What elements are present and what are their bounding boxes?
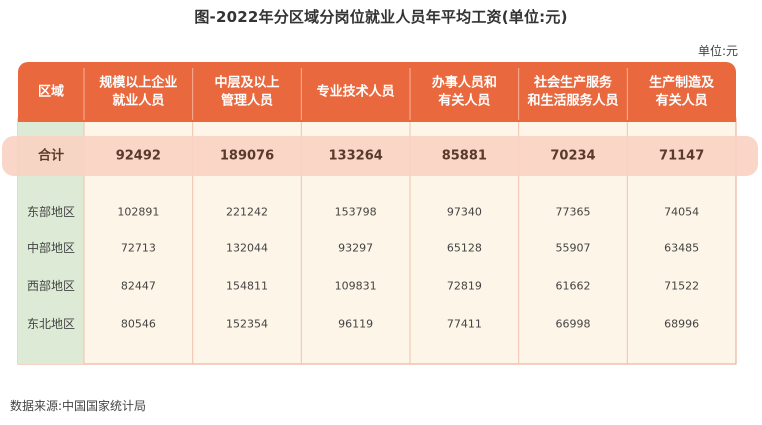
cell-r3-c2: 154811: [226, 280, 268, 293]
cell-r1-c6: 74054: [664, 206, 699, 219]
cell-r4-c2: 152354: [226, 318, 268, 331]
row-label-2: 中部地区: [27, 240, 75, 255]
data-source: 数据来源:中国国家统计局: [10, 399, 147, 413]
total-value-5: 70234: [550, 149, 595, 164]
cell-r1-c2: 221242: [226, 206, 268, 219]
header-column-3: 专业技术人员: [317, 84, 395, 100]
total-value-3: 133264: [329, 149, 383, 164]
cell-r4-c3: 96119: [338, 318, 373, 331]
total-value-1: 92492: [116, 149, 161, 164]
cell-r1-c4: 97340: [447, 206, 482, 219]
header-column-2-line2: 管理人员: [221, 93, 273, 109]
cell-r2-c5: 55907: [556, 242, 591, 255]
header-band: [18, 62, 736, 122]
header-region: 区域: [38, 84, 64, 100]
header-column-4-line1: 办事人员和: [432, 75, 497, 91]
header-column-6-line1: 生产制造及: [649, 75, 715, 91]
header-column-5-line2: 和生活服务人员: [527, 93, 618, 109]
total-value-4: 85881: [442, 149, 487, 164]
cell-r2-c4: 65128: [447, 242, 482, 255]
cell-r4-c4: 77411: [447, 318, 482, 331]
header-column-4-line2: 有关人员: [438, 93, 490, 109]
total-value-6: 71147: [659, 149, 704, 164]
row-label-1: 东部地区: [27, 204, 75, 219]
cell-r3-c6: 71522: [664, 280, 699, 293]
row-label-3: 西部地区: [27, 278, 75, 293]
header-column-1-line2: 就业人员: [112, 93, 164, 109]
header-band-base: [18, 110, 736, 122]
cell-r3-c4: 72819: [447, 280, 482, 293]
header-column-1-line1: 规模以上企业: [99, 75, 177, 91]
cell-r2-c1: 72713: [121, 242, 156, 255]
cell-r3-c1: 82447: [121, 280, 156, 293]
total-row-band: [2, 136, 758, 176]
cell-r3-c3: 109831: [335, 280, 377, 293]
cell-r2-c2: 132044: [226, 242, 268, 255]
header-column-2-line1: 中层及以上: [214, 75, 279, 91]
cell-r1-c3: 153798: [335, 206, 377, 219]
header-column-5-line1: 社会生产服务: [533, 75, 613, 91]
cell-r4-c5: 66998: [556, 318, 591, 331]
total-value-2: 189076: [220, 149, 274, 164]
cell-r1-c1: 102891: [117, 206, 159, 219]
chart-title: 图-2022年分区域分岗位就业人员年平均工资(单位:元): [194, 8, 568, 26]
cell-r1-c5: 77365: [556, 206, 591, 219]
unit-label: 单位:元: [697, 44, 738, 58]
cell-r3-c5: 61662: [556, 280, 591, 293]
total-row-label: 合计: [38, 148, 64, 164]
header-column-6-line2: 有关人员: [656, 93, 708, 109]
cell-r4-c1: 80546: [121, 318, 156, 331]
cell-r2-c6: 63485: [664, 242, 699, 255]
row-label-4: 东北地区: [27, 317, 75, 331]
cell-r4-c6: 68996: [664, 318, 699, 331]
cell-r2-c3: 93297: [338, 242, 373, 255]
